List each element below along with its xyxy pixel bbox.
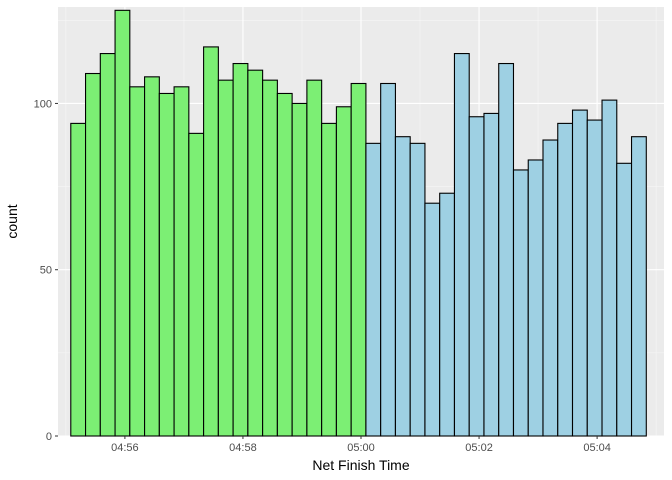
histogram-bar [424,202,441,437]
histogram-bar [188,132,205,437]
x-axis: 04:56 04:58 05:00 05:02 05:04 [111,436,611,454]
histogram-bar [571,109,588,437]
y-tick-label: 0 [46,431,52,443]
histogram-bar [129,86,146,437]
histogram-bar [601,99,618,437]
histogram-bar [217,79,234,437]
x-tick-label: 05:02 [465,442,493,454]
histogram-bar [276,92,293,437]
histogram-bar [557,122,574,437]
histogram-bar [453,53,470,437]
y-tick-label: 50 [40,265,52,277]
histogram-bar [232,62,249,437]
histogram-bar [630,136,647,437]
histogram-bar [365,142,382,437]
y-axis-title: count [4,204,20,238]
histogram-bar [70,122,87,437]
histogram-bar [203,46,219,437]
histogram-bar [586,119,603,437]
y-tick-label: 100 [34,98,52,110]
histogram-bar [394,136,411,437]
x-axis-title: Net Finish Time [312,457,409,473]
x-tick-label: 05:04 [583,442,611,454]
histogram-bar [468,116,485,437]
histogram-bar [483,112,500,437]
histogram-bar [84,72,101,437]
histogram-bar [99,53,116,437]
histogram-bar [247,69,264,437]
histogram-bar [335,106,352,437]
x-tick-label: 04:58 [229,442,257,454]
histogram-bar [321,122,337,437]
histogram-bar [158,92,175,437]
histogram-bar [616,162,633,437]
histogram-bar [262,79,278,437]
histogram-bar [114,9,131,437]
histogram-bar [542,139,559,437]
histogram-bar [512,169,529,437]
x-tick-label: 04:56 [111,442,139,454]
x-tick-label: 05:00 [347,442,375,454]
histogram-bar [306,79,323,437]
histogram-bar [527,159,544,437]
histogram-bar [291,102,308,437]
histogram-bar [409,142,426,437]
y-axis: 0 50 100 [34,98,58,443]
histogram-bar [380,82,396,437]
histogram-bar [144,76,160,437]
histogram-bar [173,86,190,437]
histogram-bar [439,192,456,437]
histogram-bar [350,82,367,437]
histogram-bar [498,62,515,437]
histogram-bars [70,9,647,437]
